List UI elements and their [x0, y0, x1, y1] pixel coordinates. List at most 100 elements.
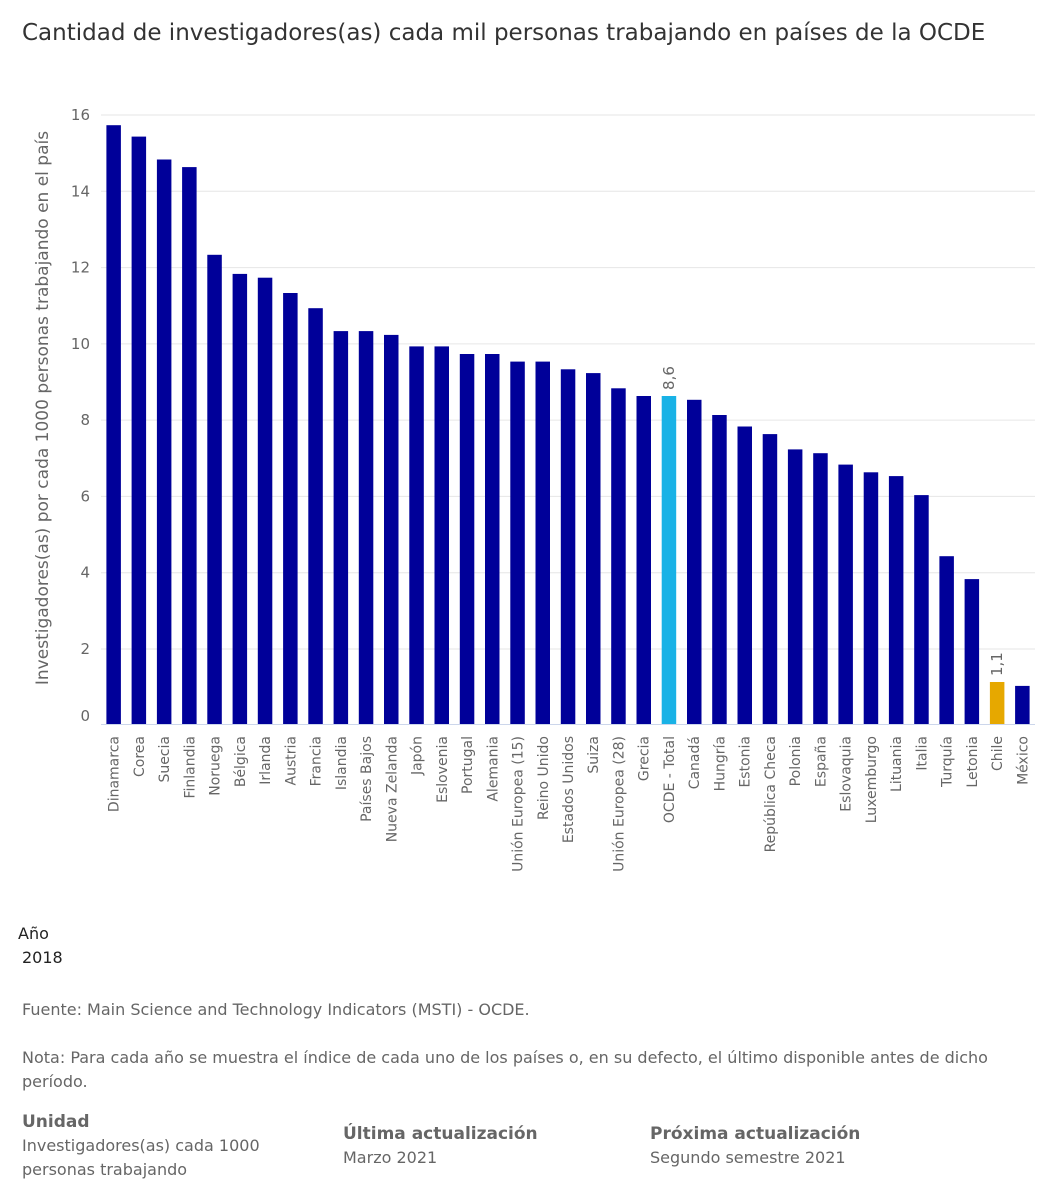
y-tick-label: 4	[80, 564, 90, 582]
unit-block: Unidad Investigadores(as) cada 1000 pers…	[22, 1110, 312, 1182]
bar[interactable]	[737, 426, 753, 725]
year-value: 2018	[22, 948, 63, 967]
bar[interactable]	[939, 556, 954, 724]
x-tick-label: República Checa	[763, 736, 779, 852]
x-tick-label: Noruega	[208, 736, 224, 796]
next-update-text: Segundo semestre 2021	[650, 1148, 846, 1167]
bar[interactable]	[1015, 685, 1030, 724]
last-update-text: Marzo 2021	[343, 1148, 438, 1167]
year-block: Año 2018	[18, 922, 63, 970]
x-tick-label: OCDE - Total	[662, 736, 678, 823]
y-tick-label: 14	[71, 182, 90, 200]
y-axis-title: Investigadores(as) por cada 1000 persona…	[33, 131, 53, 685]
bar[interactable]	[283, 293, 298, 724]
bar[interactable]	[434, 346, 450, 724]
bar[interactable]	[787, 449, 803, 724]
next-update-block: Próxima actualización Segundo semestre 2…	[650, 1122, 1010, 1170]
x-tick-label: Unión Europea (15)	[511, 736, 527, 872]
x-tick-label: Austria	[283, 736, 299, 785]
bar[interactable]	[560, 369, 576, 724]
x-tick-label: Portugal	[460, 736, 476, 794]
y-tick-label: 6	[80, 487, 90, 505]
bar[interactable]	[863, 472, 879, 724]
x-tick-label: Reino Unido	[536, 736, 552, 820]
x-tick-label: Polonia	[788, 736, 804, 786]
x-tick-label: Japón	[410, 736, 426, 776]
x-tick-label: Grecia	[637, 736, 653, 781]
x-tick-label: Estados Unidos	[561, 736, 577, 843]
bar[interactable]	[510, 361, 525, 724]
footnote: Nota: Para cada año se muestra el índice…	[22, 1048, 988, 1091]
bar[interactable]	[586, 373, 601, 724]
bar[interactable]	[611, 388, 626, 724]
bars	[106, 125, 1030, 725]
x-tick-label: Finlandia	[182, 736, 198, 799]
x-tick-label: Eslovenia	[435, 736, 451, 803]
x-tick-label: Turquía	[940, 736, 956, 788]
chart-title: Cantidad de investigadores(as) cada mil …	[22, 20, 986, 46]
bar[interactable]	[333, 331, 349, 724]
bar[interactable]	[131, 136, 147, 725]
x-tick-label: Chile	[990, 736, 1006, 771]
x-tick-label: Suecia	[157, 736, 173, 783]
x-tick-label: Eslovaquia	[839, 736, 855, 812]
bar[interactable]	[989, 682, 1005, 724]
bar[interactable]	[257, 277, 273, 724]
bar[interactable]	[535, 361, 551, 724]
bar[interactable]	[661, 396, 677, 724]
x-tick-label: Bélgica	[233, 736, 249, 787]
bar[interactable]	[762, 434, 778, 724]
bar[interactable]	[964, 579, 980, 724]
bar[interactable]	[384, 334, 399, 724]
bar[interactable]	[207, 254, 222, 725]
x-tick-label: Italia	[914, 736, 930, 771]
unit-text: Investigadores(as) cada 1000 personas tr…	[22, 1136, 260, 1179]
last-update-heading: Última actualización	[343, 1124, 538, 1144]
bar[interactable]	[888, 476, 904, 724]
bar[interactable]	[687, 399, 702, 724]
x-tick-label: Hungría	[712, 736, 728, 791]
x-tick-label: Letonia	[965, 736, 981, 788]
year-label: Año	[18, 924, 49, 943]
x-tick-label: España	[813, 736, 829, 787]
bar[interactable]	[813, 453, 828, 724]
bar[interactable]	[712, 415, 727, 724]
x-tick-label: Luxemburgo	[864, 736, 880, 823]
x-tick-label: Francia	[309, 736, 325, 786]
bar[interactable]	[485, 354, 500, 724]
bar[interactable]	[182, 167, 197, 725]
data-labels: 8,6 1,1	[660, 366, 1006, 676]
y-tick-label: 8	[80, 411, 90, 429]
x-tick-label: Islandia	[334, 736, 350, 790]
next-update-heading: Próxima actualización	[650, 1124, 861, 1144]
x-tick-label: Estonia	[738, 736, 754, 788]
bar[interactable]	[636, 396, 652, 724]
x-axis-categories: Dinamarca Corea Suecia Finlandia Noruega Bélg…	[107, 736, 1032, 872]
last-update-block: Última actualización Marzo 2021	[343, 1122, 623, 1170]
y-tick-label: 12	[71, 259, 90, 277]
data-label: 8,6	[660, 366, 678, 390]
bar[interactable]	[308, 308, 323, 724]
bar[interactable]	[106, 125, 121, 724]
source-note: Fuente: Main Science and Technology Indi…	[22, 1000, 530, 1019]
x-tick-label: Alemania	[485, 736, 501, 802]
x-tick-label: Suiza	[586, 736, 602, 774]
data-label: 1,1	[988, 652, 1006, 676]
bar[interactable]	[409, 346, 424, 724]
x-tick-label: Países Bajos	[359, 736, 375, 822]
bar[interactable]	[156, 159, 172, 725]
y-tick-label: 0	[80, 707, 90, 725]
x-tick-label: Lituania	[889, 736, 905, 792]
x-tick-label: Corea	[132, 736, 148, 777]
bar[interactable]	[914, 495, 929, 724]
bar[interactable]	[838, 464, 853, 724]
unit-heading: Unidad	[22, 1112, 90, 1132]
x-tick-label: México	[1015, 736, 1031, 785]
bar[interactable]	[232, 273, 248, 724]
x-tick-label: Irlanda	[258, 736, 274, 785]
y-tick-label: 2	[80, 640, 90, 658]
y-tick-label: 10	[71, 335, 90, 353]
bar[interactable]	[459, 354, 475, 724]
x-tick-label: Canadá	[687, 736, 703, 789]
bar[interactable]	[358, 331, 374, 724]
